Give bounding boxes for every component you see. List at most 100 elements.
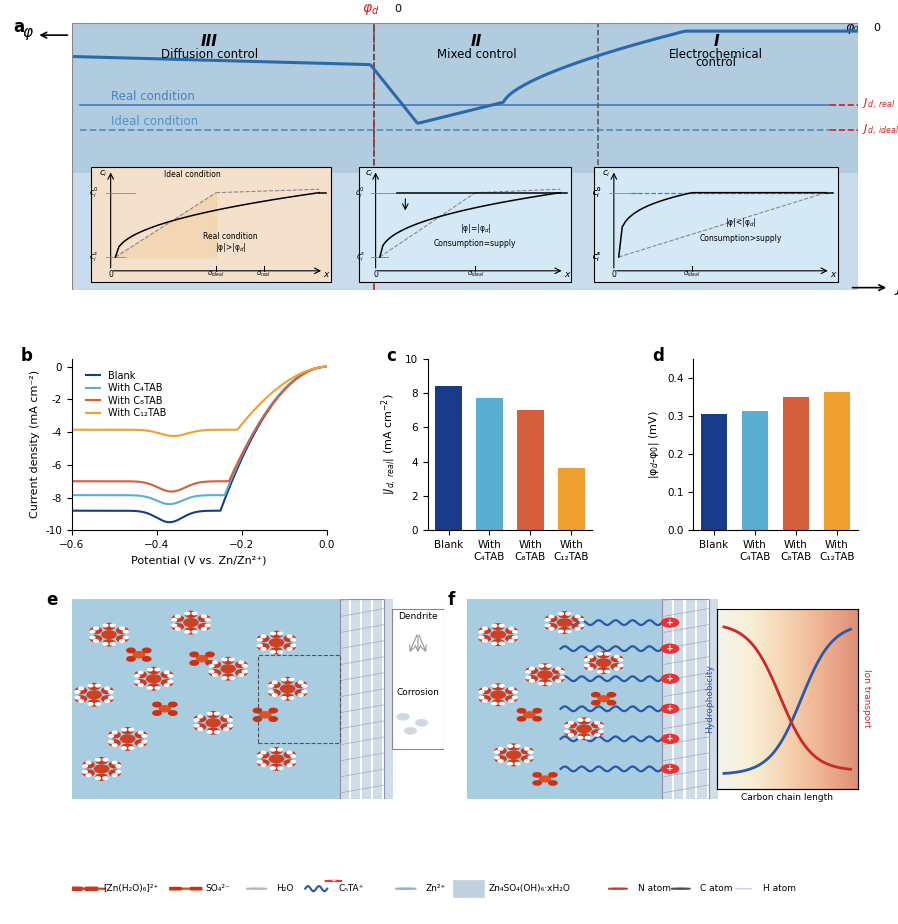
Text: C atom: C atom: [700, 884, 733, 894]
Circle shape: [498, 748, 503, 750]
Blank: [189, 506, 200, 517]
Circle shape: [103, 639, 115, 646]
Legend: Blank, With C₄TAB, With C₈TAB, With C₁₂TAB: Blank, With C₄TAB, With C₈TAB, With C₁₂T…: [82, 367, 171, 422]
Circle shape: [242, 670, 247, 673]
Circle shape: [546, 664, 551, 667]
Circle shape: [272, 694, 277, 697]
Text: $c_i^s$: $c_i^s$: [593, 250, 602, 263]
With C₁₂TAB: [169, 431, 180, 442]
Circle shape: [479, 630, 484, 633]
Circle shape: [517, 709, 525, 713]
Circle shape: [207, 728, 219, 734]
Circle shape: [123, 637, 128, 638]
Circle shape: [492, 625, 497, 627]
With C₄TAB: [205, 490, 216, 501]
Blank: [218, 496, 229, 507]
Circle shape: [507, 762, 513, 765]
Circle shape: [559, 627, 570, 633]
Circle shape: [556, 667, 560, 670]
Circle shape: [284, 644, 295, 650]
Circle shape: [155, 687, 160, 689]
Circle shape: [147, 668, 153, 671]
Text: x: x: [831, 270, 836, 278]
Circle shape: [298, 694, 304, 697]
Text: $c_i^0$: $c_i^0$: [592, 185, 602, 201]
Circle shape: [91, 627, 101, 634]
Circle shape: [221, 665, 235, 673]
Text: $c_i$: $c_i$: [365, 168, 374, 179]
Text: $d_{ideal}$: $d_{ideal}$: [683, 268, 700, 279]
Circle shape: [495, 757, 499, 759]
Circle shape: [224, 728, 229, 730]
Circle shape: [103, 642, 108, 645]
With C₄TAB: [218, 490, 229, 501]
Bar: [358, 167, 571, 283]
Circle shape: [177, 888, 194, 889]
Circle shape: [269, 717, 277, 722]
With C₈TAB: [166, 486, 177, 497]
Circle shape: [566, 613, 570, 615]
Text: +: +: [666, 704, 674, 713]
With C₄TAB: [321, 361, 332, 372]
Text: J: J: [897, 280, 898, 295]
Text: $d_{real}$: $d_{real}$: [257, 268, 271, 279]
Circle shape: [110, 624, 115, 626]
Text: $c_i^0$: $c_i^0$: [89, 185, 99, 201]
Circle shape: [129, 747, 134, 749]
Circle shape: [549, 781, 557, 785]
Circle shape: [598, 730, 603, 733]
Circle shape: [88, 685, 92, 687]
Circle shape: [201, 627, 207, 630]
Circle shape: [236, 670, 247, 675]
Circle shape: [138, 671, 143, 674]
Circle shape: [209, 662, 221, 668]
Text: +: +: [666, 675, 674, 683]
Text: SO₄²⁻: SO₄²⁻: [206, 884, 230, 894]
Circle shape: [88, 702, 92, 705]
Circle shape: [271, 764, 282, 770]
Circle shape: [83, 765, 87, 767]
Circle shape: [95, 685, 101, 687]
With C₁₂TAB: [321, 361, 332, 372]
Text: Zn₄SO₄(OH)₆·xH₂O: Zn₄SO₄(OH)₆·xH₂O: [489, 884, 570, 894]
Circle shape: [162, 680, 172, 686]
Circle shape: [479, 697, 484, 699]
Circle shape: [246, 888, 267, 889]
Circle shape: [133, 651, 145, 658]
Bar: [72, 173, 858, 290]
Circle shape: [284, 752, 295, 758]
Circle shape: [103, 624, 108, 626]
Circle shape: [269, 755, 284, 762]
Circle shape: [513, 636, 517, 638]
Circle shape: [480, 627, 490, 634]
Text: Consumption=supply: Consumption=supply: [434, 238, 516, 248]
Circle shape: [205, 625, 210, 626]
Circle shape: [594, 734, 600, 736]
Circle shape: [135, 680, 146, 686]
Circle shape: [143, 657, 151, 662]
Circle shape: [270, 650, 276, 653]
Circle shape: [559, 613, 563, 615]
Circle shape: [530, 667, 534, 670]
With C₁₂TAB: [218, 424, 229, 435]
Circle shape: [565, 730, 577, 736]
Circle shape: [565, 730, 569, 733]
Circle shape: [172, 625, 177, 626]
Bar: [700, 414, 727, 530]
Text: H atom: H atom: [763, 884, 797, 894]
Circle shape: [592, 730, 603, 736]
Circle shape: [90, 630, 95, 633]
Text: 0: 0: [109, 270, 113, 278]
Circle shape: [122, 727, 133, 734]
Circle shape: [291, 638, 295, 641]
Text: 0: 0: [374, 270, 378, 278]
Bar: [92, 167, 331, 283]
Circle shape: [95, 702, 101, 705]
Text: $J_{d,\ real}$: $J_{d,\ real}$: [861, 97, 895, 112]
Circle shape: [495, 756, 506, 761]
Circle shape: [261, 648, 266, 650]
Circle shape: [558, 619, 572, 626]
Text: |φ|>|φ$_d$|: |φ|>|φ$_d$|: [215, 241, 246, 254]
Circle shape: [270, 767, 276, 770]
Circle shape: [91, 636, 101, 642]
